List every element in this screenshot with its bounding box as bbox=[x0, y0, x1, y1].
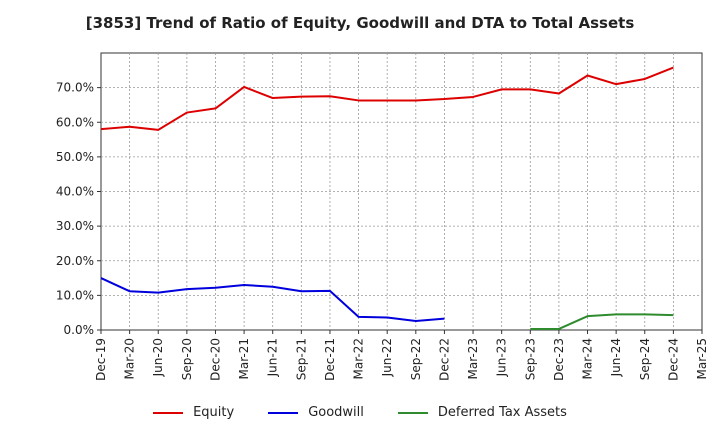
y-tick-label: 50.0% bbox=[56, 150, 94, 164]
y-tick-label: 30.0% bbox=[56, 219, 94, 233]
y-tick-label: 20.0% bbox=[56, 254, 94, 268]
x-tick-label: Dec-19 bbox=[94, 338, 108, 381]
legend-swatch bbox=[397, 411, 428, 414]
x-tick-label: Jun-20 bbox=[151, 338, 165, 377]
x-tick-label: Dec-20 bbox=[208, 338, 222, 381]
x-tick-label: Mar-24 bbox=[581, 338, 595, 379]
legend-label: Goodwill bbox=[308, 405, 364, 420]
chart-legend: Equity Goodwill Deferred Tax Assets bbox=[0, 405, 720, 420]
series-line-equity bbox=[100, 66, 674, 131]
x-tick-label: Jun-22 bbox=[380, 338, 394, 377]
x-tick-label: Mar-21 bbox=[237, 338, 251, 379]
chart-plot: 0.0% 10.0% 20.0% 30.0% 40.0% 50.0% 60.0% 70.0% D… bbox=[56, 52, 709, 381]
x-tick-label: Sep-22 bbox=[409, 338, 423, 380]
x-tick-label: Sep-23 bbox=[523, 338, 537, 380]
x-tick-label: Dec-23 bbox=[552, 338, 566, 381]
x-tick-label: Sep-21 bbox=[294, 338, 308, 380]
x-tick-label: Dec-21 bbox=[323, 338, 337, 381]
y-tick-label: 10.0% bbox=[56, 288, 94, 302]
x-tick-label: Jun-23 bbox=[495, 338, 509, 377]
legend-label: Equity bbox=[193, 405, 235, 420]
x-tick-label: Jun-24 bbox=[609, 338, 623, 377]
x-tick-label: Mar-20 bbox=[123, 338, 137, 379]
legend-item: Deferred Tax Assets bbox=[397, 405, 567, 420]
x-tick-label: Dec-22 bbox=[437, 338, 451, 381]
y-tick-label: 40.0% bbox=[56, 185, 94, 199]
y-tick-label: 0.0% bbox=[64, 323, 95, 337]
x-tick-label: Sep-20 bbox=[180, 338, 194, 380]
legend-swatch bbox=[153, 411, 184, 414]
y-tick-label: 70.0% bbox=[56, 81, 94, 95]
legend-swatch bbox=[268, 411, 299, 414]
legend-item: Equity bbox=[153, 405, 234, 420]
series-line-deferred-tax-assets bbox=[530, 313, 674, 330]
chart-title: [3853] Trend of Ratio of Equity, Goodwil… bbox=[85, 14, 635, 32]
x-tick-label: Sep-24 bbox=[638, 338, 652, 380]
x-tick-label: Mar-25 bbox=[695, 338, 709, 379]
x-tick-label: Dec-24 bbox=[666, 338, 680, 381]
legend-item: Goodwill bbox=[268, 405, 364, 420]
x-tick-label: Mar-23 bbox=[466, 338, 480, 379]
x-tick-label: Mar-22 bbox=[352, 338, 366, 379]
y-tick-label: 60.0% bbox=[56, 115, 94, 129]
legend-label: Deferred Tax Assets bbox=[437, 405, 567, 420]
series-line-goodwill bbox=[100, 277, 445, 322]
x-tick-label: Jun-21 bbox=[266, 338, 280, 377]
